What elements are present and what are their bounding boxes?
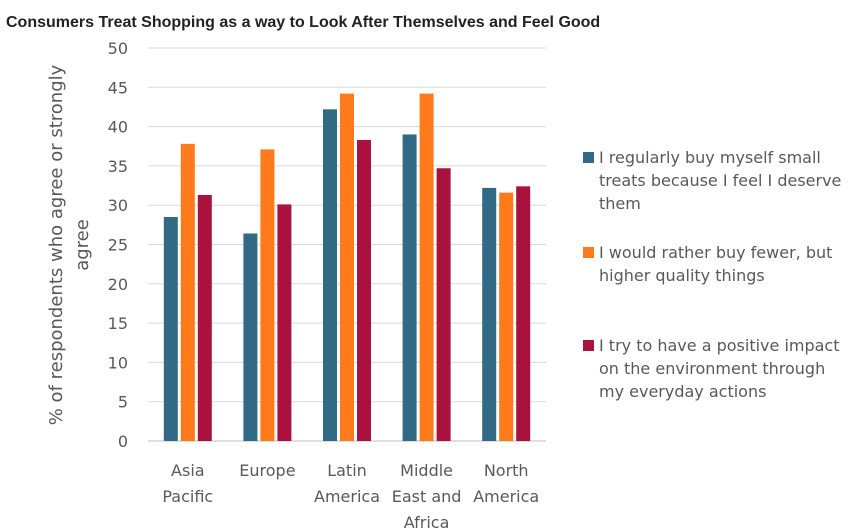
- y-tick-label: 25: [108, 236, 128, 255]
- bar: [340, 93, 354, 441]
- y-axis-ticks: 0 5 10 15 20 25 30 35 40 45 50: [108, 39, 128, 451]
- x-tick-label: North America: [473, 461, 539, 506]
- y-tick-label: 35: [108, 157, 128, 176]
- y-tick-label: 0: [118, 432, 128, 451]
- bar: [402, 134, 417, 441]
- x-tick-label: Latin America: [314, 461, 380, 506]
- bar: [260, 149, 275, 442]
- y-tick-label: 45: [108, 78, 128, 97]
- legend-entry: I regularly buy myself small treats becau…: [599, 148, 841, 213]
- y-tick-label: 10: [108, 353, 128, 372]
- y-tick-label: 20: [108, 275, 128, 294]
- y-tick-label: 40: [108, 118, 128, 137]
- bar: [180, 143, 195, 441]
- y-tick-label: 30: [108, 196, 128, 215]
- bars: [163, 93, 531, 442]
- bar: [516, 186, 531, 441]
- x-tick-label: Asia Pacific: [162, 461, 213, 506]
- legend: I regularly buy myself small treats becau…: [583, 148, 841, 401]
- legend-swatch: [583, 247, 594, 258]
- bar: [419, 93, 434, 441]
- y-tick-label: 5: [118, 393, 128, 412]
- x-tick-label: Middle East and Africa: [392, 461, 462, 531]
- legend-swatch: [583, 340, 594, 351]
- bar: [163, 216, 178, 441]
- bar: [499, 192, 514, 441]
- bar: [357, 139, 371, 441]
- bar: [482, 187, 497, 441]
- bar: [277, 204, 292, 441]
- y-axis-label-line: % of respondents who agree or strongly: [46, 64, 67, 425]
- legend-swatch: [583, 152, 594, 163]
- y-axis-label: % of respondents who agree or strongly ag…: [46, 64, 93, 425]
- bar: [243, 233, 258, 441]
- legend-entry: I try to have a positive impact on the en…: [599, 336, 840, 401]
- legend-entry: I would rather buy fewer, but higher qual…: [599, 243, 832, 285]
- x-axis-ticks: Asia Pacific Europe Latin America Middle East …: [162, 461, 539, 531]
- y-axis-label-line: agree: [72, 219, 93, 271]
- bar: [197, 194, 212, 441]
- bar: [436, 168, 451, 441]
- chart-title: Consumers Treat Shopping as a way to Loo…: [6, 14, 600, 31]
- y-tick-label: 15: [108, 314, 128, 333]
- bar: [323, 109, 337, 442]
- y-tick-label: 50: [108, 39, 128, 58]
- x-tick-label: Europe: [239, 461, 295, 480]
